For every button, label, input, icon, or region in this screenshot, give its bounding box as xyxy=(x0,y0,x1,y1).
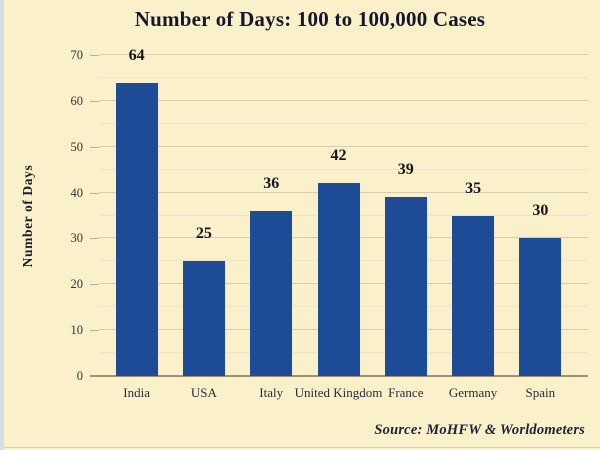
y-axis-tick xyxy=(90,330,99,332)
gridline-70 xyxy=(99,54,588,55)
gridline-55 xyxy=(99,122,588,124)
y-axis-tick xyxy=(90,100,99,102)
bar-value-label: 35 xyxy=(465,179,482,197)
bar-value-label: 25 xyxy=(195,225,212,243)
bar-value-label: 64 xyxy=(128,46,145,64)
bar-france xyxy=(384,197,427,376)
bar-germany xyxy=(452,215,495,376)
y-axis-tick-label: 70 xyxy=(70,48,84,62)
left-edge-strip xyxy=(0,0,4,450)
x-axis-tick-label: India xyxy=(123,385,151,400)
x-axis-tick-label: USA xyxy=(190,385,217,400)
y-axis-tick xyxy=(90,146,99,148)
source-note: Source: MoHFW & Worldometers xyxy=(374,422,585,438)
x-axis-tick-label: Spain xyxy=(525,385,556,400)
gridline-60 xyxy=(99,99,588,101)
y-axis-tick-label: 0 xyxy=(76,369,83,383)
x-axis-tick-label: Italy xyxy=(259,385,284,400)
y-axis-tick-label: 30 xyxy=(70,231,84,246)
y-axis-title: Number of Days xyxy=(20,164,35,268)
y-axis-tick-label: 10 xyxy=(70,323,84,338)
y-axis-tick-label: 20 xyxy=(70,277,84,292)
x-axis-tick-label: Germany xyxy=(448,385,498,400)
y-axis-tick xyxy=(90,284,99,286)
y-axis-tick xyxy=(90,55,99,56)
y-axis-tick-label: 60 xyxy=(70,93,84,108)
bar-united-kingdom xyxy=(317,183,360,376)
bar-italy xyxy=(250,210,293,376)
gridline-65 xyxy=(99,76,588,78)
y-axis-tick-label: 40 xyxy=(70,185,84,200)
bar-value-label: 30 xyxy=(532,202,549,220)
x-axis-tick-label: United Kingdom xyxy=(294,385,383,400)
bar-spain xyxy=(519,238,562,376)
x-axis-tick-label: France xyxy=(388,385,424,400)
bar-usa xyxy=(182,261,225,376)
chart-title: Number of Days: 100 to 100,000 Cases xyxy=(134,7,486,31)
bar-value-label: 42 xyxy=(330,147,347,165)
y-axis-tick-label: 50 xyxy=(70,139,84,154)
bar-value-label: 36 xyxy=(263,174,280,192)
plot-area: 0 10 20 30 40 50 60 70 64 India 25 USA 36 Italy 42 Unit… xyxy=(71,47,588,400)
gridline-50 xyxy=(99,145,588,147)
bar-india xyxy=(115,82,158,376)
x-axis-line xyxy=(90,375,588,377)
y-axis-tick xyxy=(90,192,99,194)
bar-value-label: 39 xyxy=(397,161,414,179)
y-axis-tick xyxy=(90,238,99,240)
gridline-45 xyxy=(99,168,588,170)
bottom-edge-line xyxy=(4,447,600,448)
